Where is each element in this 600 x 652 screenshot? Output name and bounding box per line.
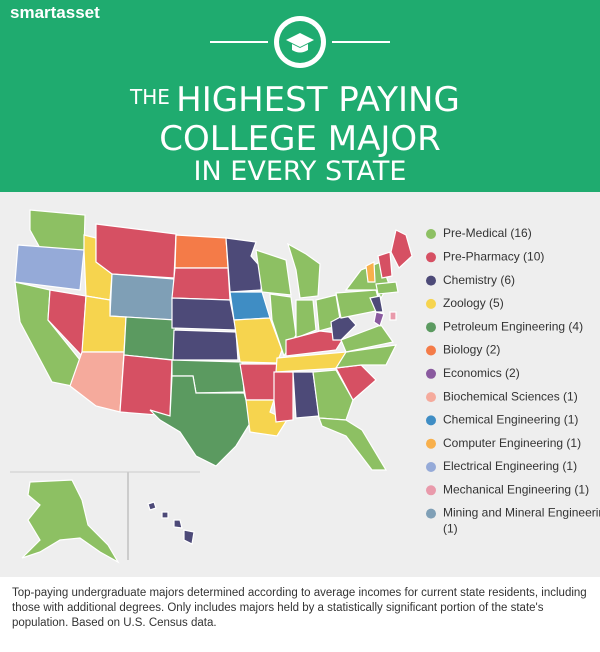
legend-label: Pre-Medical (16) (443, 226, 532, 240)
legend-label: Pre-Pharmacy (10) (443, 249, 544, 263)
legend-dot (426, 438, 436, 449)
map-canvas: smartasset THE HIGHEST PAYING COLLEGE MA… (10, 3, 600, 564)
legend-label: Chemical Engineering (1) (443, 413, 578, 427)
state (390, 229, 413, 269)
state (286, 242, 321, 299)
state (171, 267, 231, 301)
state (174, 234, 229, 269)
state (225, 237, 264, 293)
state (171, 297, 237, 331)
title-line: COLLEGE MAJOR (159, 119, 441, 159)
legend-dot (426, 275, 436, 286)
legend-dot (426, 485, 436, 496)
legend-label: Mining and Mineral Engineering (1) (443, 506, 600, 536)
legend-dot (426, 415, 436, 426)
state (95, 223, 177, 279)
state (21, 479, 120, 564)
footer: Top-paying undergraduate majors determin… (0, 577, 600, 652)
state (109, 273, 175, 321)
state (255, 249, 292, 296)
state (318, 417, 388, 471)
legend-label: Electrical Engineering (1) (443, 459, 577, 473)
grad-cap-base (292, 44, 308, 53)
legend-dot (426, 508, 436, 519)
legend-label: Biochemical Sciences (1) (443, 389, 578, 403)
legend-label: Economics (2) (443, 366, 520, 380)
state (375, 281, 399, 295)
title-line: IN EVERY STATE (194, 156, 407, 187)
state (273, 371, 294, 423)
state (340, 324, 395, 353)
state (183, 529, 195, 545)
grad-cap (286, 33, 314, 47)
state (123, 316, 177, 361)
state (365, 261, 376, 283)
state (119, 354, 173, 417)
state (173, 519, 183, 529)
state (285, 330, 348, 357)
state (334, 344, 398, 369)
legend-dot (426, 392, 436, 403)
legend-label: Biology (2) (443, 343, 500, 357)
legend-dot (426, 462, 436, 472)
legend-label: Mechanical Engineering (1) (443, 482, 589, 496)
state (233, 317, 283, 364)
state (389, 311, 397, 321)
state (239, 363, 278, 401)
legend-dot (426, 298, 436, 309)
legend-dot (426, 368, 436, 379)
state (69, 351, 125, 413)
state (229, 291, 271, 321)
legend-label: Chemistry (6) (443, 273, 515, 287)
title-line: THE (129, 85, 170, 109)
state (172, 329, 239, 361)
logo: smartasset (10, 3, 100, 22)
legend: Pre-Medical (16) Pre-Pharmacy (10) Chemist… (426, 226, 600, 536)
legend-dot (426, 229, 436, 239)
title-line: HIGHEST PAYING (176, 80, 460, 120)
state (373, 311, 385, 327)
state (14, 244, 85, 291)
state (369, 295, 384, 313)
footnote: Top-paying undergraduate majors determin… (12, 587, 587, 629)
legend-label: Computer Engineering (1) (443, 436, 581, 450)
state (29, 209, 86, 251)
legend-label: Zoology (5) (443, 296, 504, 310)
state (377, 251, 393, 279)
state (149, 375, 253, 467)
legend-dot (426, 345, 436, 356)
state (147, 501, 157, 511)
legend-dot (426, 252, 436, 263)
state (161, 511, 169, 519)
state (312, 369, 354, 421)
legend-label: Petroleum Engineering (4) (443, 319, 583, 333)
legend-dot (426, 322, 436, 333)
us-map (14, 209, 413, 564)
state (295, 299, 317, 339)
